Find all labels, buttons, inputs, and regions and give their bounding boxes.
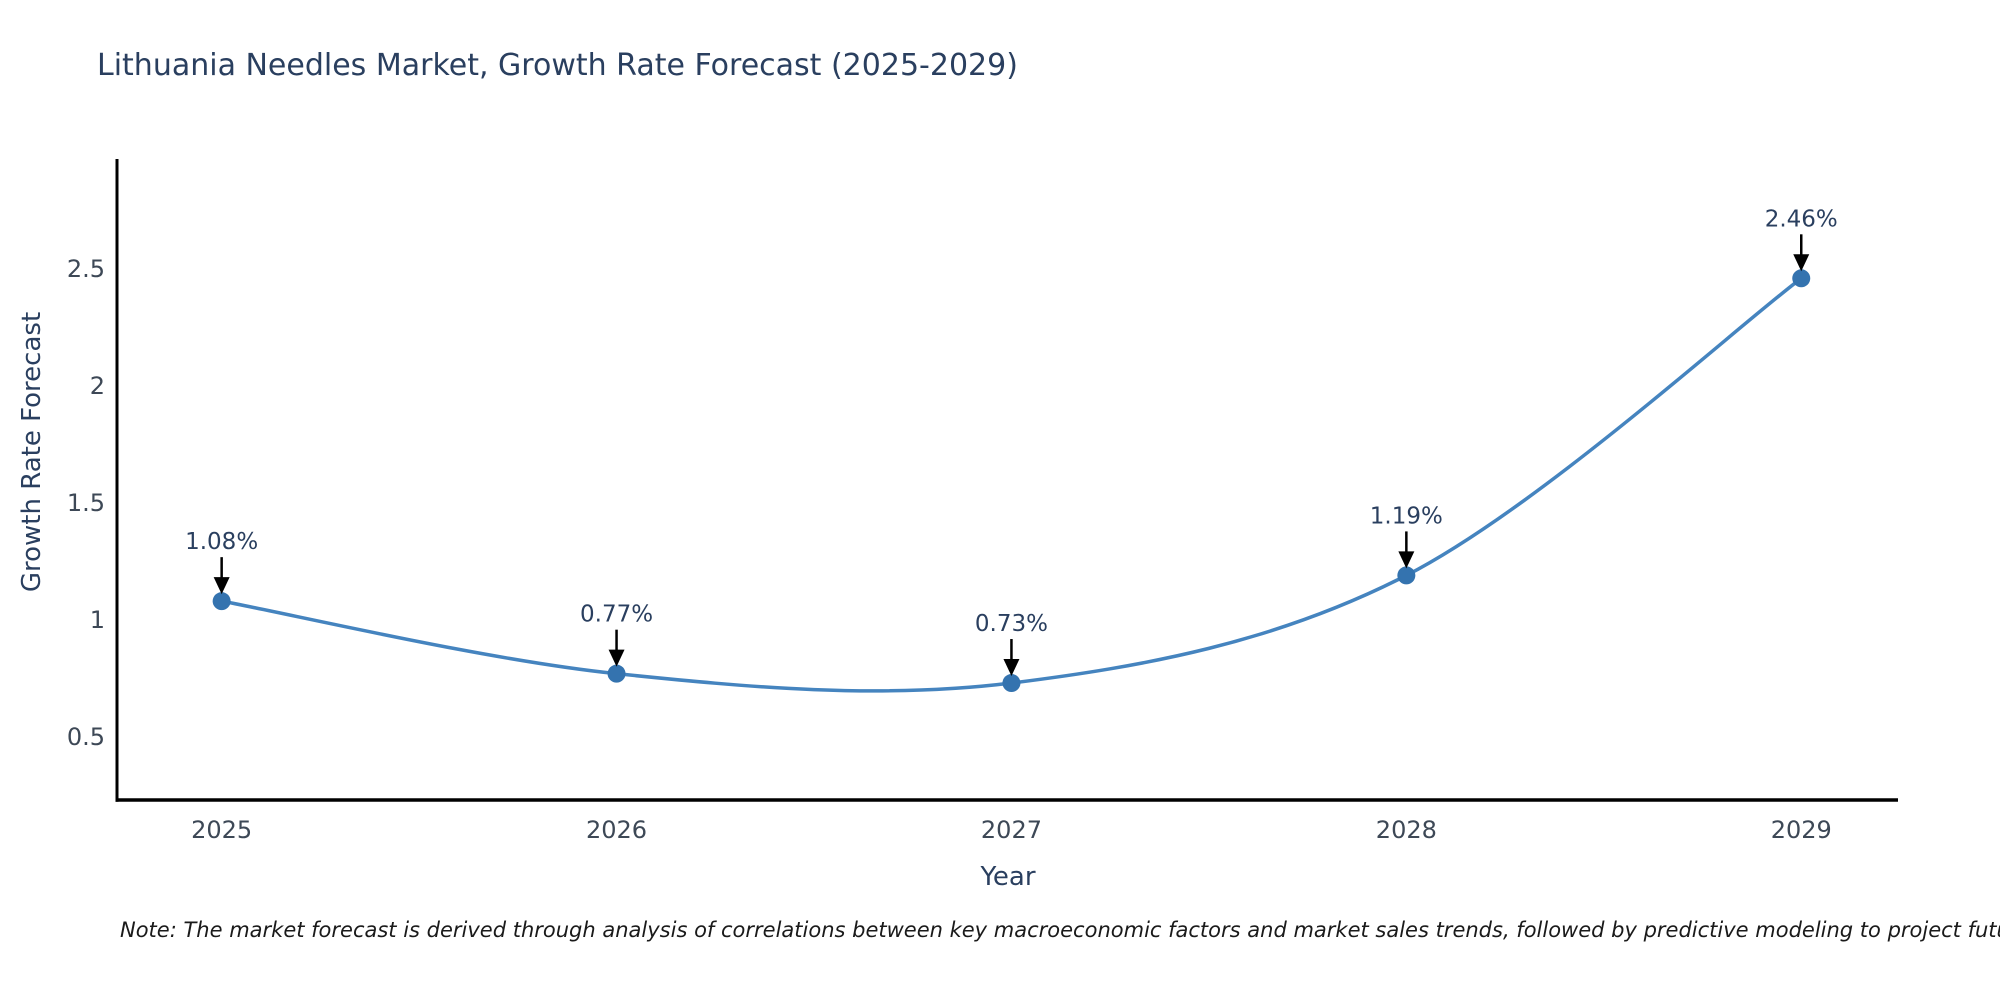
- data-point-marker: [1397, 566, 1416, 585]
- annotation-arrow-head: [1003, 659, 1020, 677]
- x-tick-label: 2028: [1376, 816, 1437, 844]
- annotation-arrow-head: [608, 649, 625, 667]
- footnote: Note: The market forecast is derived thr…: [120, 918, 2000, 942]
- point-annotation-label: 1.08%: [185, 529, 258, 555]
- data-point-marker: [607, 664, 626, 683]
- x-tick-label: 2027: [981, 816, 1042, 844]
- data-point-marker: [1002, 674, 1021, 693]
- y-tick-label: 1: [90, 606, 105, 634]
- annotation-arrow-head: [1398, 551, 1415, 569]
- point-annotation-label: 0.77%: [580, 602, 653, 628]
- chart-title: Lithuania Needles Market, Growth Rate Fo…: [97, 48, 1018, 83]
- x-tick-label: 2026: [586, 816, 647, 844]
- x-tick-label: 2029: [1771, 816, 1832, 844]
- x-axis-title: Year: [980, 862, 1036, 892]
- data-point-marker: [212, 592, 231, 611]
- y-tick-label: 1.5: [67, 489, 105, 517]
- y-tick-label: 0.5: [67, 723, 105, 751]
- y-tick-label: 2.5: [67, 255, 105, 283]
- point-annotation-label: 1.19%: [1370, 503, 1443, 529]
- x-tick-label: 2025: [191, 816, 252, 844]
- forecast-line: [219, 276, 1803, 693]
- point-annotation-label: 2.46%: [1765, 206, 1838, 232]
- annotation-arrow-head: [213, 577, 230, 595]
- point-annotation-label: 0.73%: [975, 611, 1048, 637]
- annotation-arrow-head: [1793, 254, 1810, 272]
- y-tick-label: 2: [90, 372, 105, 400]
- data-point-marker: [1792, 269, 1811, 288]
